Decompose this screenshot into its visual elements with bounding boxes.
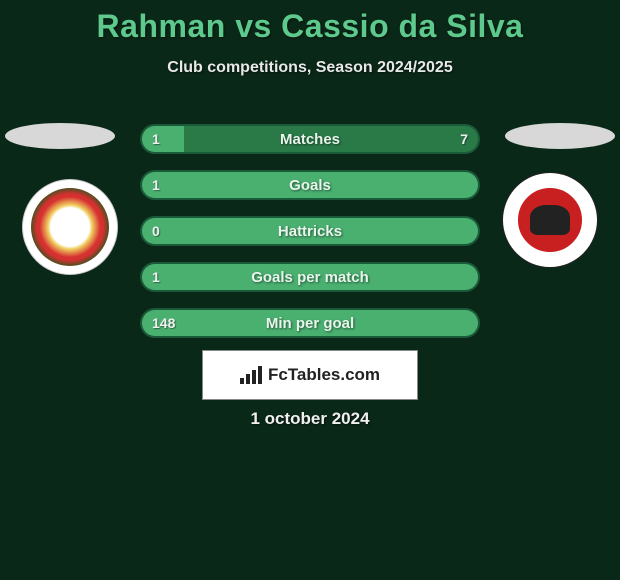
bar-left-value: 1 xyxy=(152,126,160,152)
subtitle: Club competitions, Season 2024/2025 xyxy=(0,59,620,77)
brand-box: FcTables.com xyxy=(202,350,418,400)
bar-left-value: 148 xyxy=(152,310,175,336)
bar-right-segment xyxy=(184,126,478,152)
stat-bar: 148Min per goal xyxy=(140,308,480,338)
psm-logo-icon xyxy=(31,188,109,266)
ellipse-left xyxy=(5,123,115,149)
ellipse-right xyxy=(505,123,615,149)
bar-left-segment xyxy=(142,218,478,244)
madura-logo-icon xyxy=(512,182,588,258)
stats-bars: 17Matches1Goals0Hattricks1Goals per matc… xyxy=(140,124,480,354)
stat-bar: 0Hattricks xyxy=(140,216,480,246)
brand-text: FcTables.com xyxy=(268,365,380,385)
bar-left-segment xyxy=(142,310,478,336)
bar-left-segment xyxy=(142,126,184,152)
bar-right-value: 7 xyxy=(460,126,468,152)
bar-left-value: 1 xyxy=(152,264,160,290)
stat-bar: 17Matches xyxy=(140,124,480,154)
bar-left-segment xyxy=(142,172,478,198)
team-right-logo xyxy=(502,172,598,268)
date-text: 1 october 2024 xyxy=(0,409,620,429)
bar-left-value: 1 xyxy=(152,172,160,198)
stat-bar: 1Goals per match xyxy=(140,262,480,292)
bar-left-segment xyxy=(142,264,478,290)
stat-bar: 1Goals xyxy=(140,170,480,200)
team-left-logo xyxy=(22,179,118,275)
bar-left-value: 0 xyxy=(152,218,160,244)
bar-chart-icon xyxy=(240,366,262,384)
page-title: Rahman vs Cassio da Silva xyxy=(0,0,620,45)
